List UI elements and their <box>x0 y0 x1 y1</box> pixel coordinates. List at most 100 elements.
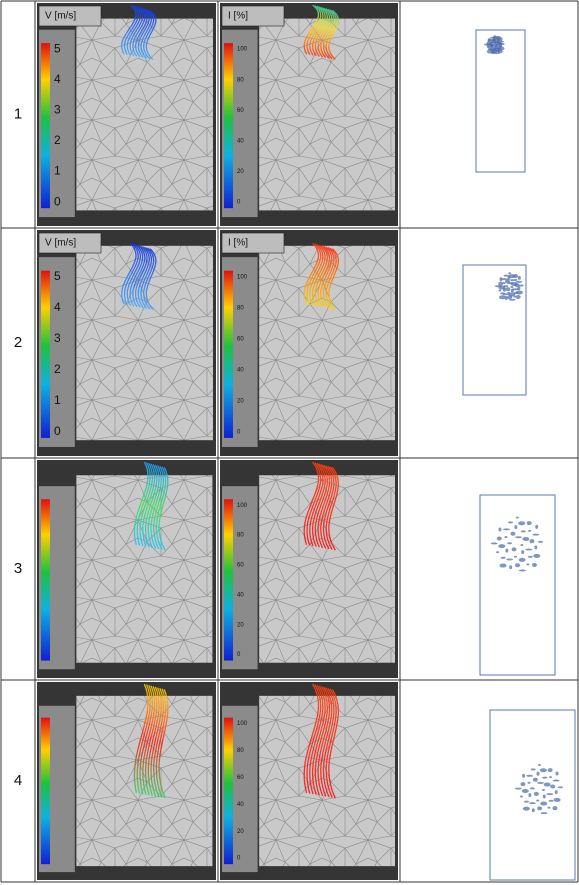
colorbar <box>224 43 233 209</box>
droplet <box>540 801 548 806</box>
streamline <box>139 462 154 547</box>
droplet <box>547 768 553 773</box>
mesh-domain <box>76 475 213 663</box>
streamline <box>136 684 151 794</box>
streamline <box>314 686 328 796</box>
droplet <box>514 283 520 288</box>
droplet <box>542 794 546 799</box>
droplet <box>540 812 548 815</box>
droplet <box>513 555 517 558</box>
droplet <box>514 787 522 790</box>
streamline <box>137 8 150 59</box>
droplet <box>522 773 526 778</box>
deposition-blob <box>494 272 524 301</box>
streamline <box>306 243 322 306</box>
streamline <box>124 5 139 56</box>
streamline <box>322 687 335 798</box>
streamline <box>317 464 331 549</box>
streamline <box>133 461 149 546</box>
colorbar <box>224 270 233 438</box>
streamline <box>158 689 169 799</box>
streamline <box>303 4 320 55</box>
streamline <box>153 687 165 798</box>
streamline <box>328 466 339 551</box>
legend-tick-label: 40 <box>237 592 244 598</box>
droplet <box>539 768 547 773</box>
droplet <box>517 275 521 280</box>
legend-tick-label: 80 <box>237 77 244 83</box>
droplet <box>499 563 507 568</box>
colorbar <box>41 717 50 865</box>
streamline <box>325 688 337 798</box>
streamline <box>303 461 320 546</box>
streamline <box>137 246 150 309</box>
droplet <box>496 551 500 554</box>
droplet <box>521 789 529 794</box>
droplet <box>510 279 516 282</box>
legend-tick-label: 0 <box>54 424 61 438</box>
droplet <box>534 545 538 550</box>
row-number: 4 <box>14 772 22 789</box>
droplet <box>492 52 500 55</box>
colorbar <box>41 43 50 209</box>
droplet <box>506 558 514 561</box>
droplet <box>533 553 541 558</box>
legend-tick-label: 2 <box>54 133 61 147</box>
streamline <box>144 464 158 548</box>
droplet <box>537 806 543 811</box>
legend-tick-label: 60 <box>237 775 244 781</box>
droplet <box>526 521 532 526</box>
droplet <box>510 286 514 288</box>
row-number: 2 <box>14 334 22 351</box>
legend-tick-label: 0 <box>237 429 241 435</box>
streamline <box>132 6 146 57</box>
streamline <box>132 245 146 308</box>
droplet <box>500 292 506 295</box>
streamline <box>126 244 142 306</box>
droplet <box>543 782 551 787</box>
streamline <box>126 5 142 56</box>
droplet <box>547 806 551 809</box>
mesh-domain <box>76 695 213 867</box>
legend-tick-label: 60 <box>237 336 244 342</box>
droplet <box>509 565 513 570</box>
droplet <box>552 779 560 782</box>
droplet <box>511 547 517 552</box>
streamlines <box>133 683 169 799</box>
legend-tick-label: 0 <box>237 856 241 862</box>
legend-tick-label: 5 <box>54 41 61 55</box>
streamline <box>133 683 149 794</box>
droplet <box>507 542 513 545</box>
streamline <box>143 9 155 60</box>
streamline <box>124 243 139 306</box>
deposition-blob <box>490 516 543 572</box>
legend-tick-label: 1 <box>54 393 61 407</box>
streamline <box>142 463 156 547</box>
legend-tick-label: 80 <box>237 748 244 754</box>
droplet <box>490 542 498 545</box>
droplet <box>528 802 536 805</box>
streamlines <box>121 242 157 311</box>
droplet <box>531 562 537 567</box>
legend-tick-label: 1 <box>54 164 61 178</box>
streamline <box>320 8 333 59</box>
streamline <box>143 247 155 310</box>
droplet <box>532 533 540 536</box>
droplet <box>537 781 545 784</box>
legend-tick-label: 0 <box>237 200 241 206</box>
streamline <box>309 462 324 547</box>
streamline <box>303 683 320 794</box>
droplet <box>521 550 525 555</box>
legend-tick-label: 60 <box>237 108 244 114</box>
streamline <box>314 245 328 308</box>
streamline <box>320 687 333 797</box>
droplet <box>514 278 518 281</box>
streamline <box>320 246 333 309</box>
legend-tick-label: 40 <box>237 802 244 808</box>
droplet <box>536 799 540 802</box>
droplet <box>515 290 523 295</box>
streamline <box>140 8 153 59</box>
streamline <box>136 462 151 546</box>
droplet <box>554 790 558 795</box>
